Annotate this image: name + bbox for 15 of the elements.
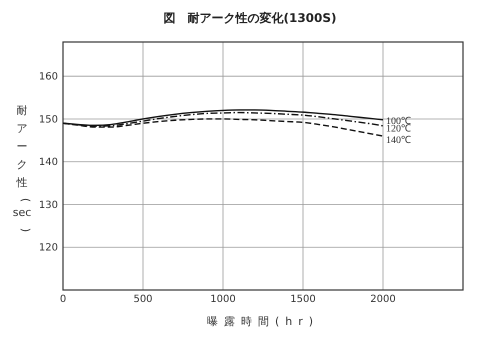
y-tick-label: 130 <box>38 200 58 211</box>
y-tick-label: 160 <box>38 72 58 83</box>
series-label: 120℃ <box>386 123 411 134</box>
y-tick-label: 150 <box>38 114 58 126</box>
y-tick-label: 140 <box>38 157 58 168</box>
y-axis-title: 耐アーク性(sec) <box>12 104 32 232</box>
x-tick-label: 500 <box>133 294 153 305</box>
y-tick-label: 120 <box>38 242 58 254</box>
x-axis-title: 曝露時間(hr) <box>206 315 320 328</box>
chart-title: 図 耐アーク性の変化(1300S) <box>163 11 337 25</box>
x-tick-label: 1500 <box>290 294 316 305</box>
series-label: 140℃ <box>386 135 411 146</box>
x-tick-label: 2000 <box>370 294 396 305</box>
x-tick-label: 0 <box>60 294 66 305</box>
x-tick-label: 1000 <box>210 294 236 305</box>
